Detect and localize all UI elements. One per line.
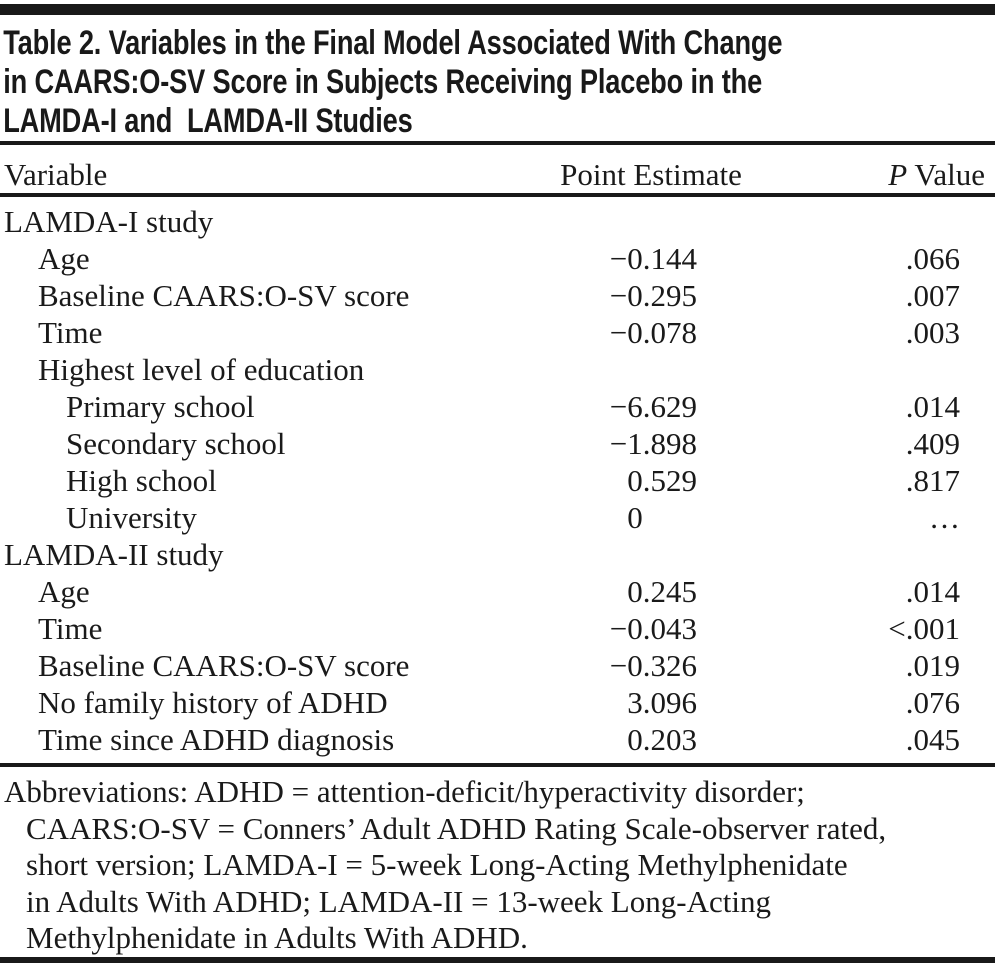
p-value-cell: .817 <box>905 463 960 498</box>
point-estimate-cell: −6.629 <box>609 389 697 424</box>
table-row: Highest level of education <box>0 351 995 388</box>
variable-cell: Age <box>38 241 90 276</box>
table-title-line: in CAARS:O-SV Score in Subjects Receivin… <box>3 63 763 101</box>
point-estimate-cell: −0.043 <box>609 611 697 646</box>
table-title: Table 2. Variables in the Final Model As… <box>0 15 995 141</box>
table-row: Secondary school −1.898 .409 <box>0 425 995 462</box>
p-value-cell: .076 <box>905 685 960 720</box>
point-estimate-cell: 0.000 <box>627 500 643 535</box>
variable-cell: Age <box>38 574 90 609</box>
p-value-cell: .045 <box>905 722 960 757</box>
variable-cell: High school <box>66 463 217 498</box>
variable-cell: Time <box>38 611 103 646</box>
point-estimate-cell: −0.078 <box>609 315 697 350</box>
table-row: LAMDA-II study <box>0 536 995 573</box>
p-value-italic-p: P <box>888 157 908 192</box>
p-value-cell: <.001 <box>888 611 960 646</box>
p-value-rest: Value <box>907 157 985 192</box>
column-header-variable: Variable <box>4 157 108 192</box>
table-row: Time −0.043 <.001 <box>0 610 995 647</box>
table-title-line: LAMDA-I and LAMDA-II Studies <box>3 102 413 140</box>
p-value-cell: .007 <box>905 278 960 313</box>
table-row: Age 0.245 .014 <box>0 573 995 610</box>
variable-cell: University <box>66 500 197 535</box>
variable-cell: Primary school <box>66 389 255 424</box>
footnote-line: Methylphenidate in Adults With ADHD. <box>26 920 528 956</box>
point-estimate-cell: −0.144 <box>609 241 697 276</box>
point-estimate-cell <box>567 203 697 240</box>
variable-cell: Time <box>38 315 103 350</box>
variable-cell: LAMDA-II study <box>4 537 224 572</box>
p-value-cell: .014 <box>905 574 960 609</box>
point-estimate-cell: −0.295 <box>609 278 697 313</box>
p-value-cell: .014 <box>905 389 960 424</box>
footnote-divider-rule <box>0 763 995 767</box>
variable-cell: No family history of ADHD <box>38 685 388 720</box>
header-divider-rule <box>0 193 995 197</box>
p-value-cell: .019 <box>905 648 960 683</box>
point-estimate-cell: −1.898 <box>609 426 697 461</box>
table-row: Time −0.078 .003 <box>0 314 995 351</box>
variable-cell: LAMDA-I study <box>4 204 214 239</box>
bottom-rule <box>0 957 995 963</box>
top-rule <box>0 4 995 15</box>
p-value-cell: .003 <box>905 315 960 350</box>
p-value-cell: .066 <box>905 241 960 276</box>
p-value-cell: .409 <box>905 426 960 461</box>
point-estimate-cell: 0.203 <box>627 722 697 757</box>
column-header-p-value: P Value <box>888 157 985 193</box>
table-row: No family history of ADHD 3.096 .076 <box>0 684 995 721</box>
point-estimate-cell <box>567 351 697 388</box>
variable-cell: Highest level of education <box>38 352 365 387</box>
footnote-line: CAARS:O-SV = Conners’ Adult ADHD Rating … <box>26 810 887 846</box>
table-row: Baseline CAARS:O-SV score −0.326 .019 <box>0 647 995 684</box>
variable-cell: Baseline CAARS:O-SV score <box>38 278 410 313</box>
table-row: Time since ADHD diagnosis 0.203 .045 <box>0 721 995 758</box>
variable-cell: Time since ADHD diagnosis <box>38 722 395 757</box>
variable-cell: Secondary school <box>66 426 286 461</box>
footnote-line: short version; LAMDA-I = 5-week Long-Act… <box>26 847 848 883</box>
variable-cell: Baseline CAARS:O-SV score <box>38 648 410 683</box>
p-value-cell <box>810 536 960 573</box>
point-estimate-cell: 3.096 <box>627 685 697 720</box>
column-header-point-estimate: Point Estimate <box>560 157 742 192</box>
column-header-row: Variable Point Estimate P Value <box>0 145 995 193</box>
point-estimate-cell: −0.326 <box>609 648 697 683</box>
title-divider-rule <box>0 141 995 145</box>
point-estimate-cell: 0.245 <box>627 574 697 609</box>
table-row: LAMDA-I study <box>0 203 995 240</box>
table-body: LAMDA-I study Age −0.144.066 Baseline CAARS… <box>0 197 995 763</box>
table-row: Baseline CAARS:O-SV score −0.295 .007 <box>0 277 995 314</box>
footnote: Abbreviations: ADHD = attention-deficit/… <box>0 767 995 957</box>
table-row: High school 0.529 .817 <box>0 462 995 499</box>
table-title-line: Table 2. Variables in the Final Model As… <box>3 24 783 62</box>
p-value-cell: … <box>929 500 960 535</box>
footnote-line: in Adults With ADHD; LAMDA-II = 13-week … <box>26 883 771 919</box>
table-row: University 0.000 … <box>0 499 995 536</box>
point-estimate-cell <box>567 536 697 573</box>
footnote-line: Abbreviations: ADHD = attention-deficit/… <box>4 774 805 809</box>
p-value-cell <box>810 351 960 388</box>
table-row: Primary school −6.629 .014 <box>0 388 995 425</box>
p-value-cell <box>810 203 960 240</box>
table-row: Age −0.144 .066 <box>0 240 995 277</box>
point-estimate-cell: 0.529 <box>627 463 697 498</box>
